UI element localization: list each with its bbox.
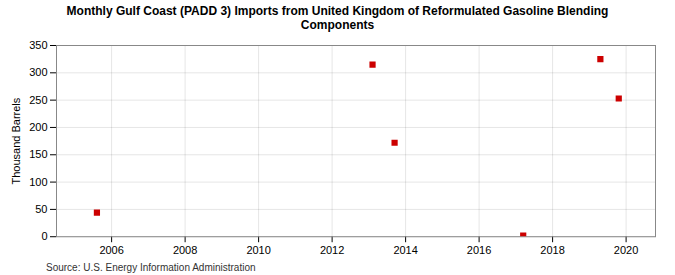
svg-text:2014: 2014: [393, 243, 417, 255]
svg-text:2008: 2008: [173, 243, 197, 255]
html-text:Monthly Gulf Coast (PADD 3) Im: Monthly Gulf Coast (PADD 3) Imports from…: [66, 4, 609, 33]
svg-text:50: 50: [35, 203, 47, 215]
svg-text:100: 100: [29, 175, 47, 187]
svg-text:2018: 2018: [540, 243, 564, 255]
svg-text:350: 350: [29, 39, 47, 51]
svg-text:2006: 2006: [99, 243, 123, 255]
svg-text:2016: 2016: [467, 243, 491, 255]
svg-text:200: 200: [29, 121, 47, 133]
html-text:Source: U.S. Energy Informatio: Source: U.S. Energy Information Administ…: [46, 262, 256, 273]
svg-text:2012: 2012: [320, 243, 344, 255]
svg-text:2020: 2020: [614, 243, 638, 255]
svg-text:250: 250: [29, 93, 47, 105]
svg-text:Thousand Barrels: Thousand Barrels: [10, 97, 22, 184]
svg-text:0: 0: [41, 230, 47, 242]
svg-text:2010: 2010: [246, 243, 270, 255]
svg-text:150: 150: [29, 148, 47, 160]
svg-text:300: 300: [29, 66, 47, 78]
